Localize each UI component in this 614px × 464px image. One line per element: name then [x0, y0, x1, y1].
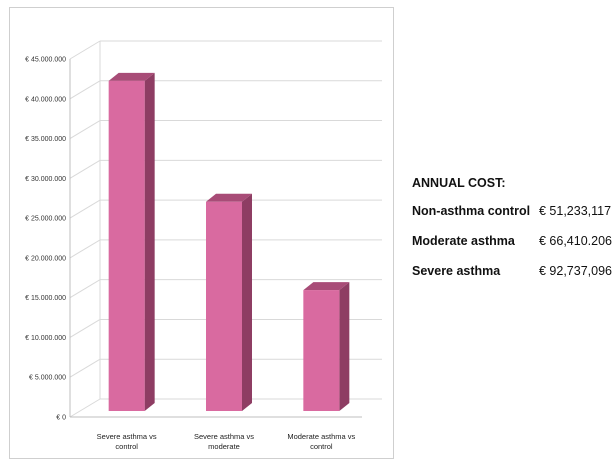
- cost-value: € 51,233,117: [539, 204, 612, 218]
- gridline-side: [69, 319, 101, 338]
- cost-label: Non-asthma control: [412, 204, 531, 218]
- annual-cost-panel: ANNUAL COST: Non-asthma control € 51,233…: [412, 176, 612, 294]
- bar-side: [144, 72, 155, 411]
- bar-top: [206, 193, 252, 202]
- bar-side: [339, 282, 350, 411]
- gridline-side: [69, 80, 101, 100]
- y-tick-label: € 45.000.000: [25, 57, 66, 64]
- gridline-side: [69, 120, 101, 139]
- x-tick-label: control: [310, 442, 333, 451]
- cost-value: € 92,737,096: [539, 264, 612, 278]
- y-tick-label: € 0: [56, 415, 66, 422]
- x-tick-label: Severe asthma vs: [194, 432, 254, 441]
- gridline-side: [69, 159, 101, 179]
- y-tick-label: € 5.000.000: [29, 375, 66, 382]
- cost-label: Moderate asthma: [412, 234, 515, 248]
- y-tick-label: € 20.000.000: [25, 255, 66, 262]
- gridline-side: [69, 279, 101, 299]
- bar: [108, 80, 145, 411]
- y-tick-label: € 40.000.000: [25, 96, 66, 103]
- bar-top: [303, 282, 350, 291]
- gridline-side: [69, 199, 101, 219]
- bar-top: [108, 72, 155, 81]
- bar-chart: € 0 € 5.000.000 € 10.000.000 € 15.000.000 € …: [25, 40, 382, 451]
- cost-value: € 66,410.206: [539, 234, 612, 248]
- y-tick-label: € 30.000.000: [25, 176, 66, 183]
- gridline-side: [69, 358, 101, 378]
- chart-frame: € 0 € 5.000.000 € 10.000.000 € 15.000.000 € …: [9, 7, 394, 459]
- cost-label: Severe asthma: [412, 264, 501, 278]
- x-tick-label: Severe asthma vs: [97, 432, 157, 441]
- x-tick-label: control: [115, 442, 138, 451]
- y-tick-label: € 10.000.000: [25, 335, 66, 342]
- y-tick-label: € 15.000.000: [25, 295, 66, 302]
- gridline-side: [69, 40, 101, 60]
- cost-row-non-asthma-control: Non-asthma control € 51,233,117: [412, 204, 612, 218]
- x-tick-label: moderate: [208, 442, 240, 451]
- cost-row-severe-asthma: Severe asthma € 92,737,096: [412, 264, 612, 278]
- annual-cost-title: ANNUAL COST:: [412, 176, 506, 190]
- bar: [303, 290, 340, 411]
- gridline-side: [69, 239, 101, 259]
- bar-side: [242, 193, 252, 411]
- x-tick-label: Moderate asthma vs: [287, 432, 355, 441]
- cost-row-moderate-asthma: Moderate asthma € 66,410.206: [412, 234, 612, 248]
- y-tick-label: € 25.000.000: [25, 216, 66, 223]
- gridline-side: [69, 398, 101, 418]
- bar: [206, 201, 242, 411]
- y-tick-label: € 35.000.000: [25, 136, 66, 143]
